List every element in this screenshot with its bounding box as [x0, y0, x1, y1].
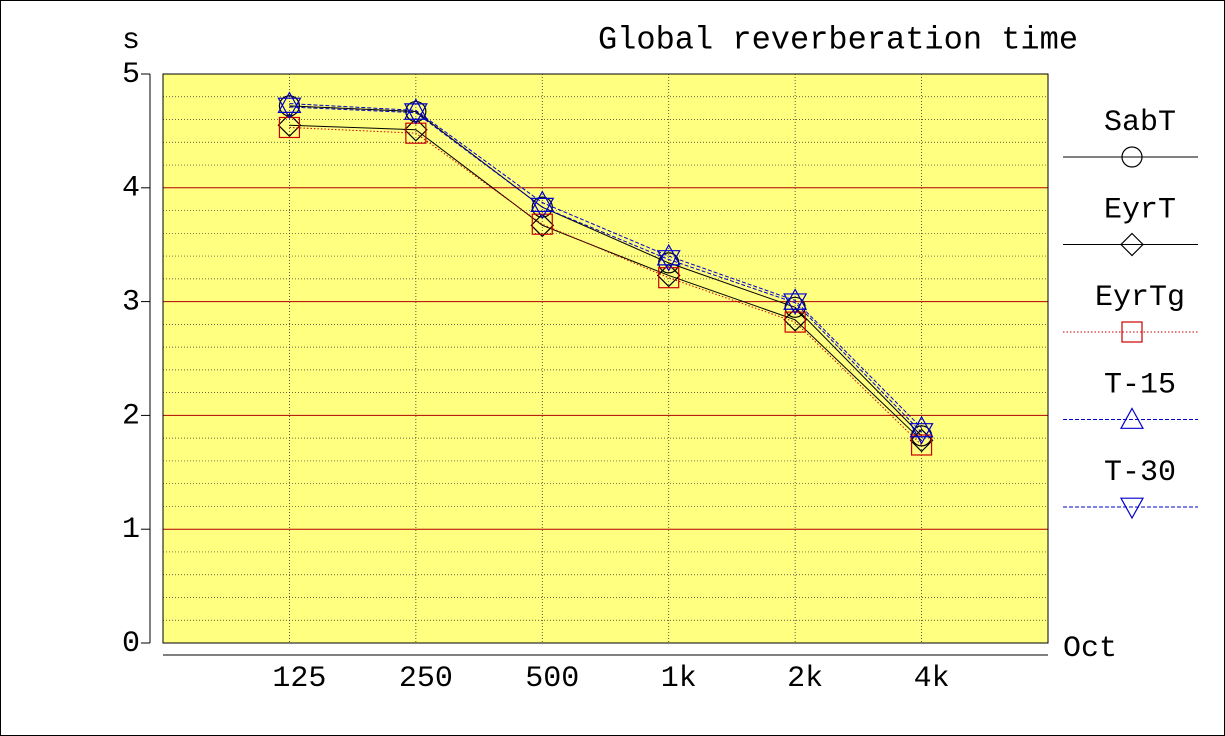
chart-title: Global reverberation time: [598, 21, 1078, 58]
plot-border: [162, 73, 1049, 644]
marker: [403, 103, 428, 125]
series-line: [289, 103, 922, 429]
marker: [910, 434, 933, 456]
legend-label: T-30: [1104, 456, 1176, 490]
legend-label: T-15: [1104, 368, 1176, 402]
marker: [277, 91, 302, 113]
marker: [1119, 497, 1145, 520]
marker: [531, 213, 553, 235]
plot-area: [163, 74, 1048, 643]
marker: [404, 117, 428, 142]
series-line: [289, 106, 922, 433]
legend-label: EyrT: [1104, 193, 1176, 227]
marker: [278, 95, 301, 117]
marker: [405, 100, 427, 123]
y-tick-label: 4: [122, 172, 140, 206]
y-tick-label: 1: [122, 513, 140, 547]
marker: [530, 213, 555, 238]
marker: [403, 98, 428, 120]
y-tick-label: 5: [122, 58, 140, 92]
marker: [783, 293, 808, 315]
marker: [277, 97, 302, 120]
series-line: [289, 126, 922, 446]
marker: [656, 263, 681, 288]
x-tick-label: 2k: [787, 662, 823, 696]
x-tick-label: 125: [272, 662, 326, 696]
marker: [530, 190, 555, 212]
x-tick-label: 500: [525, 662, 579, 696]
y-axis-label: s: [122, 24, 140, 58]
x-tick-label: 1k: [661, 662, 697, 696]
marker: [1121, 321, 1143, 343]
marker: [1121, 146, 1143, 168]
x-axis-label: Oct: [1063, 632, 1117, 666]
legend-label: SabT: [1104, 106, 1176, 140]
series-line: [289, 105, 922, 437]
marker: [784, 311, 806, 333]
y-tick-label: 0: [122, 627, 140, 661]
y-tick-label: 2: [122, 399, 140, 433]
marker: [658, 267, 680, 289]
x-tick-label: 250: [399, 662, 453, 696]
marker: [783, 307, 807, 332]
legend-label: EyrTg: [1095, 281, 1185, 315]
marker: [1119, 407, 1145, 429]
marker: [1120, 232, 1144, 257]
x-tick-label: 4k: [914, 662, 950, 696]
marker: [909, 423, 934, 445]
series-line: [289, 124, 922, 441]
marker: [656, 250, 681, 272]
marker: [277, 113, 302, 138]
marker: [783, 288, 808, 310]
marker: [530, 197, 555, 220]
y-tick-label: 3: [122, 286, 140, 320]
marker: [656, 243, 681, 266]
